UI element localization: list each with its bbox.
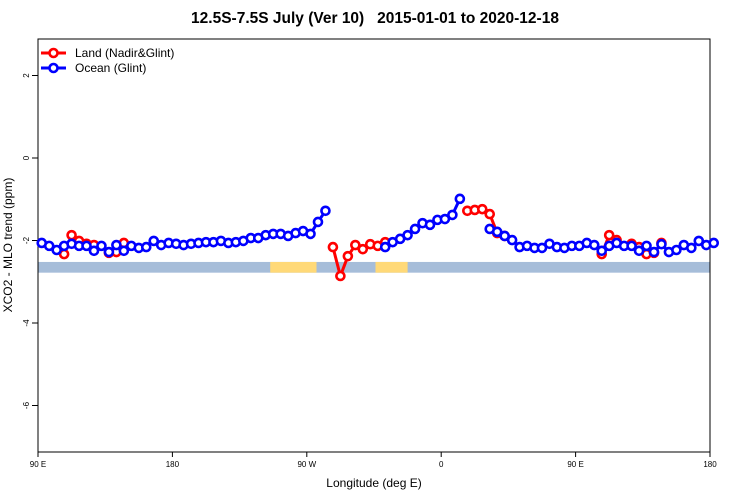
legend-marker-ocean [48,62,59,74]
land-point [357,243,369,255]
land-strip [375,261,408,273]
land-point [603,229,615,241]
ocean-point [140,241,152,253]
y-tick-label: -2 [22,236,31,244]
x-tick-label: 180 [703,460,717,469]
land-point [350,239,361,251]
ocean-point [693,235,705,247]
ocean-point [312,216,324,228]
legend-label-ocean: Ocean (Glint) [75,61,146,75]
ocean-point [424,219,436,231]
ocean-point [588,239,600,251]
land-strip [270,261,317,273]
ocean-point [81,240,92,252]
ocean-point [491,226,503,238]
ocean-point [320,205,331,217]
ocean-point [96,240,107,252]
ocean-point [506,234,518,246]
ocean-point [447,209,458,221]
ocean-point [51,244,62,256]
legend-marker-land [48,47,59,59]
land-point [66,229,77,241]
x-tick-label: 90 E [30,460,46,469]
ocean-point [671,244,682,256]
x-axis-label: Longitude (deg E) [326,476,422,490]
ocean-point [686,242,697,254]
ocean-point [596,245,608,257]
land-point [335,270,346,282]
ocean-point [43,240,55,252]
ocean-point [536,242,548,254]
x-tick-label: 0 [439,460,444,469]
x-tick-label: 90 W [297,460,316,469]
ocean-point [409,223,421,235]
y-tick-label: -4 [22,319,31,327]
ocean-point [633,245,645,257]
ocean-point [305,228,316,240]
ocean-point [454,193,466,205]
ocean-point [111,239,122,251]
ocean-point [708,237,720,249]
land-point [476,203,488,215]
x-tick-label: 180 [166,460,180,469]
ocean-point [148,235,160,247]
legend-label-land: Land (Nadir&Glint) [75,46,174,60]
land-point [342,250,354,262]
ocean-point [626,240,637,252]
y-tick-label: 2 [22,73,31,78]
y-tick-label: -6 [22,401,31,409]
ocean-point [88,245,100,257]
ocean-point [439,213,451,225]
ocean-point [118,245,130,257]
land-point [327,241,339,253]
x-tick-label: 90 E [567,460,583,469]
ocean-point [402,229,413,241]
y-tick-label: 0 [22,155,31,160]
ocean-point [103,246,115,258]
chart-title: 12.5S-7.5S July (Ver 10) 2015-01-01 to 2… [191,10,559,27]
ocean-point [499,230,510,242]
ocean-point [648,246,660,258]
ocean-strip [38,261,710,273]
land-point [484,208,496,220]
ocean-point [656,238,667,250]
ocean-point [641,240,652,252]
ocean-point [379,241,391,253]
